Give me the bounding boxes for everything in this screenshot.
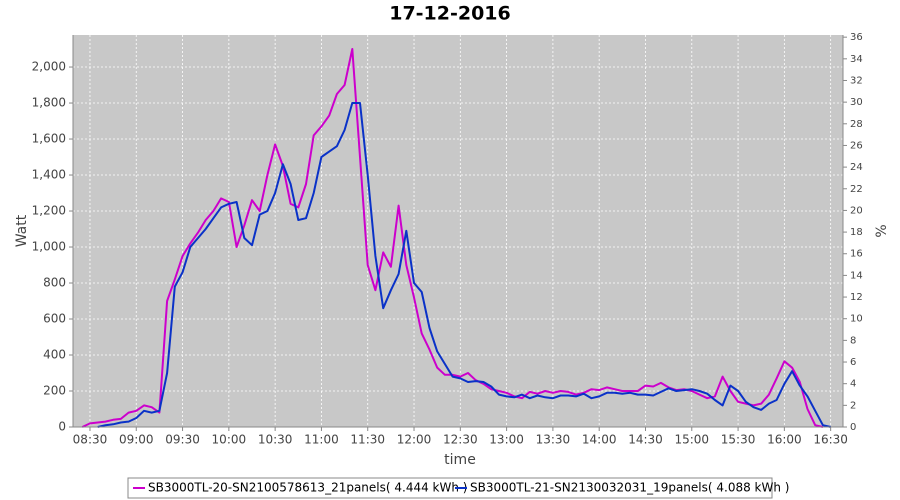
x-tick-label: 11:00 [304, 433, 339, 447]
y-axis-label: Watt [14, 214, 30, 247]
y-tick-label: 600 [43, 312, 66, 326]
plot-area [73, 35, 843, 427]
y2-tick-label: 20 [850, 205, 863, 216]
legend [127, 477, 773, 499]
y2-tick-label: 16 [850, 249, 863, 260]
chart-title: 17-12-2016 [389, 3, 511, 25]
x-tick-label: 13:00 [489, 433, 524, 447]
x-tick-label: 12:00 [397, 433, 432, 447]
y2-tick-label: 36 [850, 32, 863, 43]
y-tick-label: 400 [43, 348, 66, 362]
x-tick-label: 10:00 [212, 433, 247, 447]
y2-tick-label: 2 [850, 400, 856, 411]
y2-tick-label: 26 [850, 140, 863, 151]
y-tick-label: 800 [43, 276, 66, 290]
y2-tick-label: 14 [850, 270, 863, 281]
legend-label: SB3000TL-21-SN2130032031_19panels( 4.088… [470, 481, 789, 495]
x-tick-label: 14:30 [628, 433, 663, 447]
y-tick-label: 1,600 [32, 132, 66, 146]
y-tick-label: 1,000 [32, 240, 66, 254]
ticks: 02004006008001,0001,2001,4001,6001,8002,… [32, 32, 863, 446]
x-axis-label: time [444, 452, 476, 468]
y2-axis-label: % [874, 224, 890, 237]
x-tick-label: 10:30 [258, 433, 293, 447]
x-tick-label: 16:00 [767, 433, 802, 447]
y-tick-label: 1,800 [32, 96, 66, 110]
x-tick-label: 15:30 [721, 433, 756, 447]
y2-tick-label: 4 [850, 379, 856, 390]
x-tick-label: 14:00 [582, 433, 617, 447]
y2-tick-label: 34 [850, 54, 863, 65]
series-line [97, 102, 831, 428]
y2-tick-label: 10 [850, 314, 863, 325]
y2-tick-label: 18 [850, 227, 863, 238]
grid [73, 35, 843, 428]
y-tick-label: 1,400 [32, 168, 66, 182]
x-tick-label: 15:00 [674, 433, 709, 447]
x-tick-label: 11:30 [350, 433, 385, 447]
y-tick-label: 2,000 [32, 60, 66, 74]
y2-tick-label: 0 [850, 422, 856, 433]
y-tick-label: 0 [58, 420, 66, 434]
y2-tick-label: 6 [850, 357, 856, 368]
lines [81, 48, 831, 428]
y-tick-label: 200 [43, 384, 66, 398]
y2-tick-label: 28 [850, 119, 863, 130]
y2-tick-label: 24 [850, 162, 863, 173]
x-tick-label: 12:30 [443, 433, 478, 447]
y-tick-label: 1,200 [32, 204, 66, 218]
y2-tick-label: 12 [850, 292, 863, 303]
x-tick-label: 09:30 [165, 433, 200, 447]
y2-tick-label: 22 [850, 184, 863, 195]
legend-label: SB3000TL-20-SN2100578613_21panels( 4.444… [148, 481, 467, 495]
x-tick-label: 16:30 [813, 433, 848, 447]
y2-tick-label: 32 [850, 75, 863, 86]
y2-tick-label: 8 [850, 335, 856, 346]
y2-tick-label: 30 [850, 97, 863, 108]
x-tick-label: 13:30 [536, 433, 571, 447]
x-tick-label: 08:30 [73, 433, 108, 447]
x-tick-label: 09:00 [119, 433, 154, 447]
